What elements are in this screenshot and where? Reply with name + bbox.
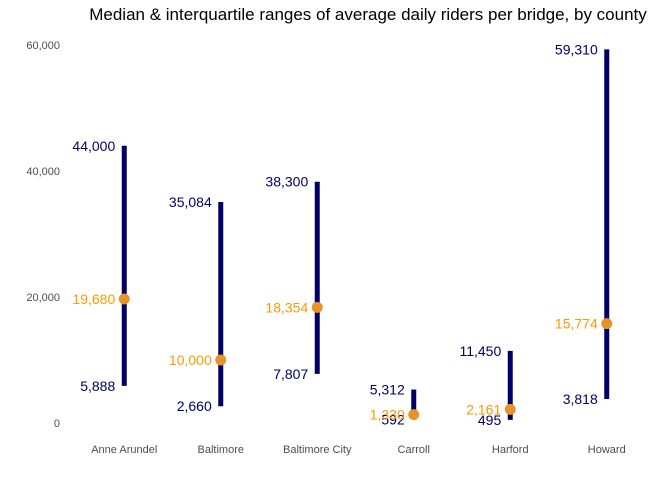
x-tick-label: Carroll <box>398 444 430 456</box>
median-value-label: 10,000 <box>169 352 212 368</box>
median-value-label: 1,330 <box>370 407 405 423</box>
high-value-label: 11,450 <box>459 343 501 359</box>
median-value-label: 19,680 <box>72 291 115 307</box>
x-tick-label: Howard <box>588 444 626 456</box>
median-value-label: 2,161 <box>466 401 501 417</box>
y-tick-label: 40,000 <box>26 166 60 178</box>
range-bars <box>121 49 610 420</box>
x-tick-label: Harford <box>492 444 529 456</box>
low-value-label: 5,888 <box>80 378 115 394</box>
x-axis: Anne Arundel Baltimore Baltimore City Carro… <box>91 444 625 456</box>
median-points <box>118 293 613 421</box>
y-axis: 0 20,000 40,000 60,000 <box>26 40 60 430</box>
x-tick-label: Baltimore <box>198 444 244 456</box>
low-value-label: 592 <box>381 411 405 427</box>
y-tick-label: 60,000 <box>26 40 60 52</box>
median-point <box>311 301 323 313</box>
low-value-label: 495 <box>478 412 502 428</box>
low-value-label: 3,818 <box>563 391 598 407</box>
x-tick-label: Baltimore City <box>283 444 352 456</box>
high-value-label: 59,310 <box>555 41 598 57</box>
median-value-label: 15,774 <box>555 316 598 332</box>
low-value-label: 7,807 <box>273 366 308 382</box>
median-point <box>408 409 420 421</box>
y-tick-label: 20,000 <box>26 292 60 304</box>
high-value-label: 35,084 <box>169 194 212 210</box>
high-value-label: 44,000 <box>72 138 115 154</box>
median-point <box>504 403 516 415</box>
low-value-label: 2,660 <box>177 398 212 414</box>
chart-title: Median & interquartile ranges of average… <box>89 5 647 24</box>
high-value-label: 38,300 <box>265 174 308 190</box>
median-point <box>118 293 130 305</box>
median-point <box>601 318 613 330</box>
median-point <box>215 354 227 366</box>
high-value-label: 5,312 <box>370 382 405 398</box>
x-tick-label: Anne Arundel <box>91 444 157 456</box>
y-tick-label: 0 <box>54 418 60 430</box>
median-value-label: 18,354 <box>265 299 308 315</box>
value-labels: 44,000 5,888 19,680 35,084 2,660 10,000 38,300… <box>72 41 598 428</box>
